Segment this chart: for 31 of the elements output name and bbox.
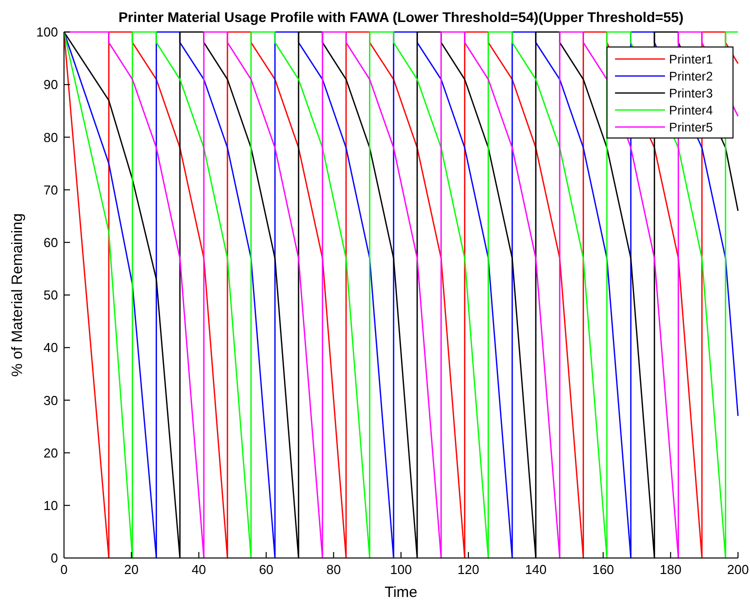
x-tick-label: 100: [390, 562, 412, 577]
y-tick-label: 40: [44, 340, 58, 356]
legend-label: Printer1: [669, 52, 713, 66]
legend-label: Printer5: [669, 120, 713, 134]
legend-label: Printer2: [669, 69, 713, 84]
y-tick-label: 60: [44, 234, 58, 250]
y-tick-label: 90: [44, 77, 58, 92]
chart-title: Printer Material Usage Profile with FAWA (Lower Threshold=54)(Upper Threshold=55): [118, 9, 684, 25]
y-tick-label: 30: [44, 392, 58, 408]
x-tick-label: 160: [592, 562, 614, 577]
x-tick-label: 120: [458, 562, 480, 577]
x-tick-label: 60: [258, 562, 274, 577]
y-tick-label: 50: [44, 288, 58, 303]
y-tick-label: 80: [44, 130, 58, 145]
y-tick-label: 20: [44, 445, 58, 460]
x-tick-label: 20: [124, 562, 139, 577]
y-tick-label: 100: [36, 24, 58, 40]
line-series: [63, 31, 739, 559]
x-tick-label: 140: [524, 562, 547, 577]
y-tick-label: 70: [44, 182, 58, 198]
x-tick-label: 180: [660, 562, 682, 577]
x-tick-label: 40: [192, 562, 206, 577]
legend-label: Printer3: [669, 86, 713, 100]
x-tick-label: 200: [727, 562, 749, 577]
y-axis-title: % of Material Remaining: [9, 213, 26, 377]
y-tick-label: 10: [44, 498, 58, 513]
x-axis-title: Time: [384, 584, 418, 601]
y-tick-label: 0: [50, 550, 58, 566]
x-tick-label: 80: [326, 562, 341, 577]
legend-label: Printer4: [669, 103, 713, 118]
x-tick-label: 0: [60, 562, 68, 577]
